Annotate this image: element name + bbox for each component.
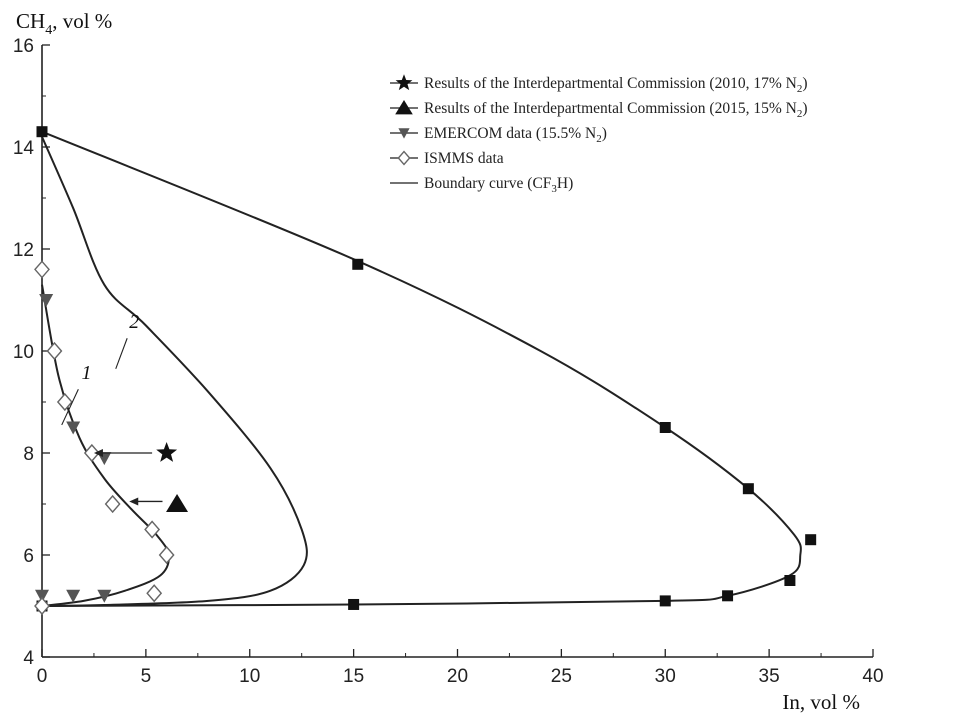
curve-label-2-leader [115,338,128,370]
diamond-open-marker [158,545,175,565]
squares-marker [659,595,671,607]
diamond-open-marker [83,443,100,463]
curve-label-1: 1 [81,362,91,384]
legend-label-tail: ) [802,100,807,117]
tick-marks [41,44,874,658]
x-tick-label: 15 [343,666,364,687]
squares-marker [348,598,360,610]
legend-label-sub: 3 [551,183,557,195]
legend-label-sub: 2 [797,83,803,95]
triangle-down-marker [66,589,81,603]
legend-label-main: Results of the Interdepartmental Commiss… [424,75,797,92]
squares-marker [784,575,796,586]
legend-label-tail: ) [602,125,607,142]
y-axis-title-tail: , vol % [52,9,112,33]
diamond-open-marker [144,520,161,539]
y-axis-title-main: CH [16,9,45,33]
legend-item: EMERCOM data (15.5% N2) [390,125,607,145]
curves [41,130,802,607]
triangle-down-marker [39,294,54,307]
markers [34,126,817,616]
legend-label-sub: 2 [797,108,803,120]
x-axis-title: In, vol % [782,690,860,713]
legend-item: Results of the Interdepartmental Commiss… [390,74,807,95]
y-tick-label: 12 [13,240,34,261]
legend-label-main: Results of the Interdepartmental Commiss… [424,100,797,117]
legend-label: Boundary curve (CF3H) [424,175,573,195]
legend-label: EMERCOM data (15.5% N2) [424,125,607,145]
x-tick-label: 25 [551,666,572,687]
legend-label-main: Boundary curve (CF [424,175,552,192]
squares-marker [722,590,734,602]
arrow-head [129,497,139,506]
squares-marker [742,483,754,495]
legend-item: Boundary curve (CF3H) [390,175,573,195]
squares-marker [805,534,817,546]
triangle-down-marker [66,421,81,435]
legend-item: Results of the Interdepartmental Commiss… [390,100,807,120]
y-tick-label: 10 [13,342,34,363]
arrows [93,449,163,506]
curve-1 [41,130,802,607]
curve-3 [41,284,170,607]
squares-marker [36,126,48,138]
x-tick-label: 40 [862,666,883,687]
y-tick-label: 6 [23,546,34,567]
y-tick-label: 14 [13,138,35,159]
y-tick-labels: 4 6 8 10 12 14 16 [13,36,35,669]
y-tick-label: 8 [23,444,34,465]
y-tick-label: 4 [23,648,34,669]
legend-label: Results of the Interdepartmental Commiss… [424,75,807,95]
curve-2 [41,136,308,607]
arrow-head [93,449,103,457]
x-tick-labels: 0 5 10 15 20 25 30 35 40 [37,666,884,687]
legend-label: ISMMS data [424,150,504,167]
legend-triangle-down-icon [398,128,410,139]
triangle-up-marker [166,494,189,512]
x-tick-label: 20 [447,666,468,687]
squares-marker [659,422,671,433]
diamond-open-marker [56,392,73,412]
legend-item: ISMMS data [390,150,504,167]
x-tick-label: 35 [759,666,780,687]
x-tick-label: 30 [655,666,676,687]
star-marker [156,442,178,462]
diamond-open-marker [34,260,50,279]
diamond-open-marker [34,596,50,616]
triangle-down-marker [35,589,49,603]
legend-triangle-up-icon [395,100,413,115]
squares-marker [352,258,364,270]
diamond-open-marker [104,494,121,514]
legend-label-main: EMERCOM data (15.5% N [424,125,596,142]
triangle-down-marker [97,589,112,603]
curve-labels: 12 [61,311,139,426]
legend-label-main: ISMMS data [424,150,504,167]
legend-star-icon [395,74,413,91]
y-axis-title: CH4, vol % [16,9,112,38]
legend: Results of the Interdepartmental Commiss… [390,74,807,195]
legend-label-tail: H) [557,175,573,192]
curve-label-1-leader [61,389,79,426]
legend-label: Results of the Interdepartmental Commiss… [424,100,807,120]
y-tick-label: 16 [13,36,34,57]
x-tick-label: 5 [141,666,152,687]
legend-label-sub: 2 [596,133,602,145]
diamond-open-marker [46,341,63,361]
x-tick-label: 0 [37,666,48,687]
x-tick-label: 10 [239,666,260,687]
diamond-open-marker [146,584,163,603]
y-axis-title-sub: 4 [45,23,52,38]
legend-label-tail: ) [802,75,807,92]
curve-label-2: 2 [129,311,139,333]
legend-diamond-open-icon [397,150,411,166]
